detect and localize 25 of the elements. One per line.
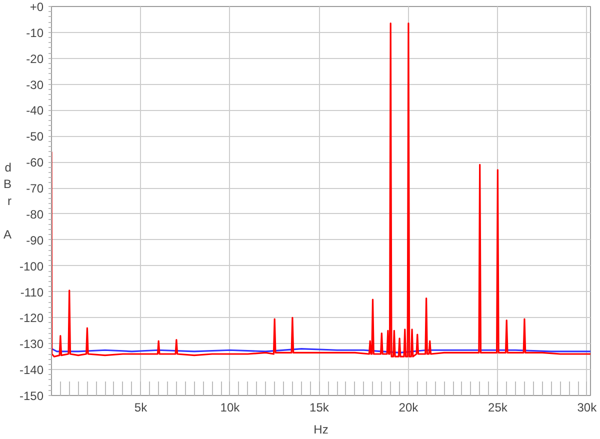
y-tick-label: -10 [26, 26, 44, 40]
y-tick-label: -40 [26, 104, 44, 118]
y-tick-label: -150 [19, 389, 44, 403]
x-tick-label: 30k [577, 400, 598, 414]
x-tick-label: 25k [488, 400, 508, 414]
y-tick-label: -90 [26, 233, 44, 248]
y-tick-label: -30 [26, 78, 44, 92]
x-tick-label: 20k [398, 400, 420, 414]
y-tick-label: -20 [26, 52, 44, 66]
y-tick-label: -80 [26, 207, 44, 222]
y-tick-label: -50 [26, 130, 44, 144]
y-tick-label: -70 [26, 182, 44, 196]
y-tick-label: -100 [19, 259, 44, 274]
y-tick-label: -110 [20, 285, 44, 300]
y-tick-label: -140 [19, 363, 44, 378]
x-tick-label: 15k [310, 400, 330, 414]
y-tick-label: +0 [30, 0, 44, 14]
y-tick-label: -120 [19, 311, 44, 326]
x-axis-title: Hz [314, 422, 328, 436]
x-tick-label: 5k [134, 400, 148, 414]
y-tick-label: -60 [26, 156, 44, 170]
x-tick-label: 10k [220, 400, 241, 414]
text: dBr A [3, 160, 12, 242]
y-tick-label: -130 [19, 337, 44, 352]
line-series [52, 22, 590, 358]
